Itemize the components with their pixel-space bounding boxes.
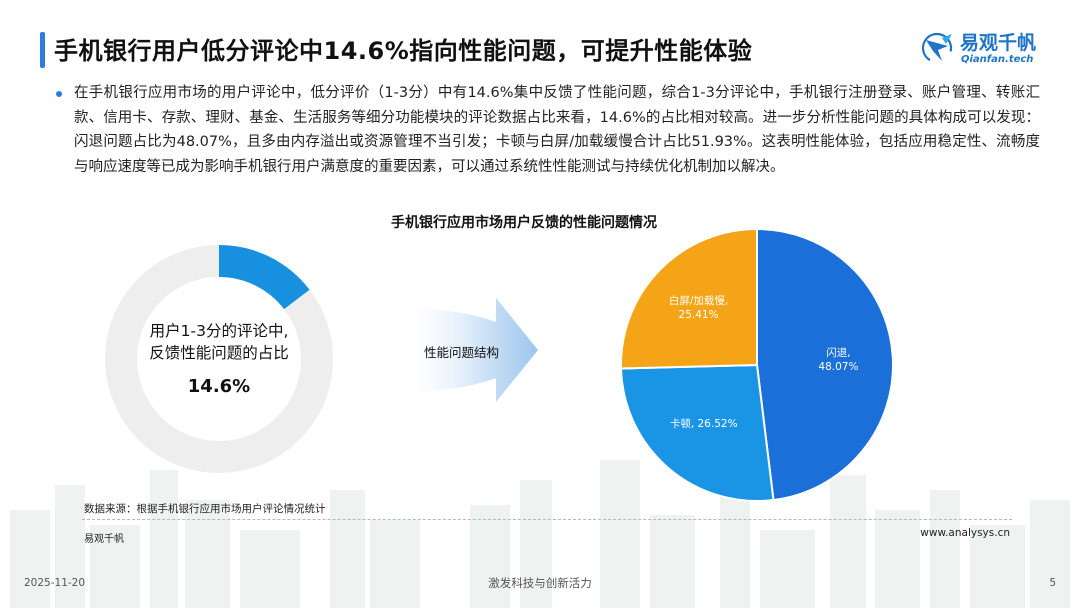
page-title: 手机银行用户低分评论中14.6%指向性能问题，可提升性能体验 — [54, 37, 753, 65]
flow-arrow-label: 性能问题结构 — [424, 345, 500, 360]
brand-logo: 易观千帆 Qianfan.tech — [918, 26, 1052, 70]
footer-slogan: 激发科技与创新活力 — [488, 576, 592, 590]
skyline-background — [10, 460, 1070, 608]
data-source: 数据来源：根据手机银行应用市场用户评论情况统计 — [84, 503, 326, 515]
pie-slice-label-1: 卡顿, 26.52% — [670, 417, 738, 430]
logo-bird-icon — [921, 32, 953, 64]
page-number: 5 — [1049, 577, 1056, 589]
pie-chart-title: 手机银行应用市场用户反馈的性能问题情况 — [391, 215, 657, 231]
donut-center-value: 14.6% — [187, 376, 251, 397]
footer-brand: 易观千帆 — [84, 534, 124, 545]
logo-text-cn: 易观千帆 — [960, 32, 1037, 54]
footer-date: 2025-11-20 — [24, 577, 86, 589]
pie-slice-0 — [756, 227, 894, 502]
donut-highlight-arc — [218, 245, 310, 310]
footer-divider — [82, 519, 1012, 520]
donut-label-line1: 用户1-3分的评论中, — [149, 322, 289, 340]
summary-paragraph: 在手机银行应用市场的用户评论中，低分评价（1-3分）中有14.6%集中反馈了性能… — [74, 85, 1040, 175]
donut-label-line2: 反馈性能问题的占比 — [149, 344, 289, 362]
pie-slice-label-0: 闪退, 48.07% — [818, 346, 858, 373]
bullet-dot — [56, 91, 62, 97]
logo-text-en: Qianfan.tech — [961, 54, 1034, 65]
donut-chart — [105, 245, 333, 473]
title-accent-bar — [40, 32, 45, 68]
flow-arrow-icon — [398, 298, 538, 402]
pie-slice-2 — [620, 227, 758, 370]
pie-slice-label-2: 白屏/加载慢, 25.41% — [669, 294, 728, 321]
pie-chart: 闪退, 48.07% 卡顿, 26.52% 白屏/加载慢, 25.41% — [620, 227, 894, 502]
donut-center-label: 用户1-3分的评论中, 反馈性能问题的占比 — [128, 320, 310, 364]
pie-slice-1 — [620, 363, 775, 502]
footer-url: www.analysys.cn — [920, 527, 1010, 539]
